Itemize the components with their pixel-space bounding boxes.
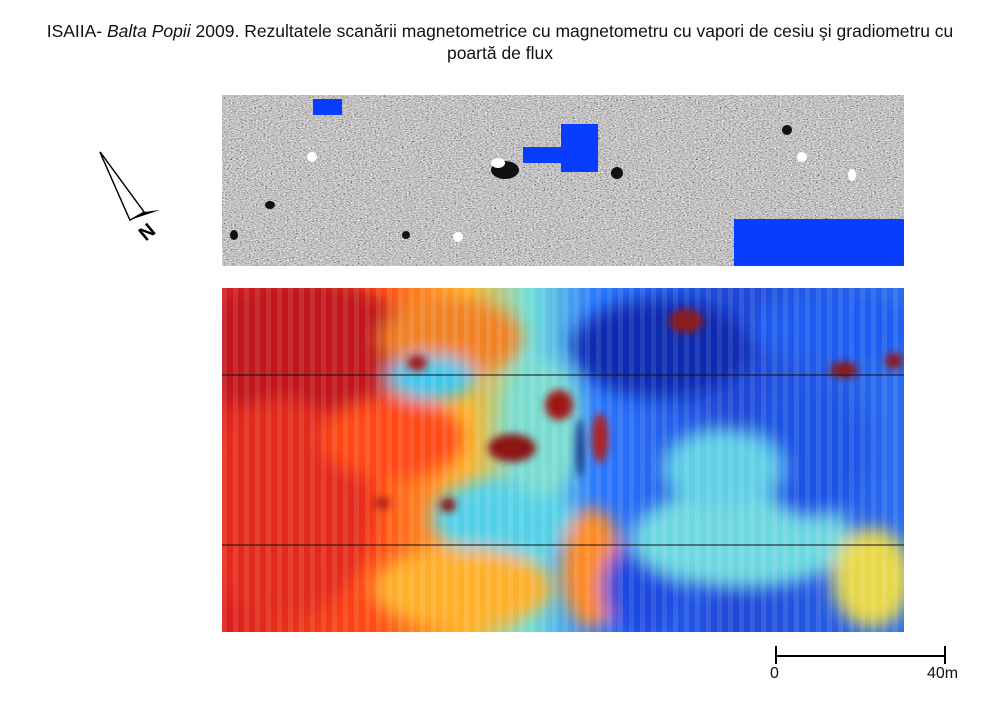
scale-label-start: 0 (770, 665, 779, 682)
mask-block-bottom-right (734, 219, 904, 266)
mask-block-middle (561, 124, 598, 172)
mask-block-small (313, 99, 342, 115)
figure-title: ISAIIA- Balta Popii 2009. Rezultatele sc… (20, 20, 980, 64)
gradiometer-map (222, 95, 904, 266)
north-arrow-icon: N (99, 151, 160, 246)
mask-block-middle-left (523, 147, 563, 163)
north-letter: N (135, 219, 160, 245)
magnetometer-anomalies (374, 309, 903, 512)
scale-bar (775, 646, 946, 664)
gradiometer-anomalies (230, 125, 856, 242)
magnetometer-map (222, 288, 904, 632)
title-text: 2009. Rezultatele scanării magnetometric… (190, 21, 954, 41)
title-site-name: Balta Popii (107, 21, 191, 41)
survey-stripes (222, 288, 904, 632)
title-line-2: poartă de flux (446, 43, 554, 63)
scale-label-end: 40m (927, 665, 959, 682)
gradiometer-masks (313, 99, 904, 266)
title-prefix: ISAIIA- (46, 21, 107, 41)
